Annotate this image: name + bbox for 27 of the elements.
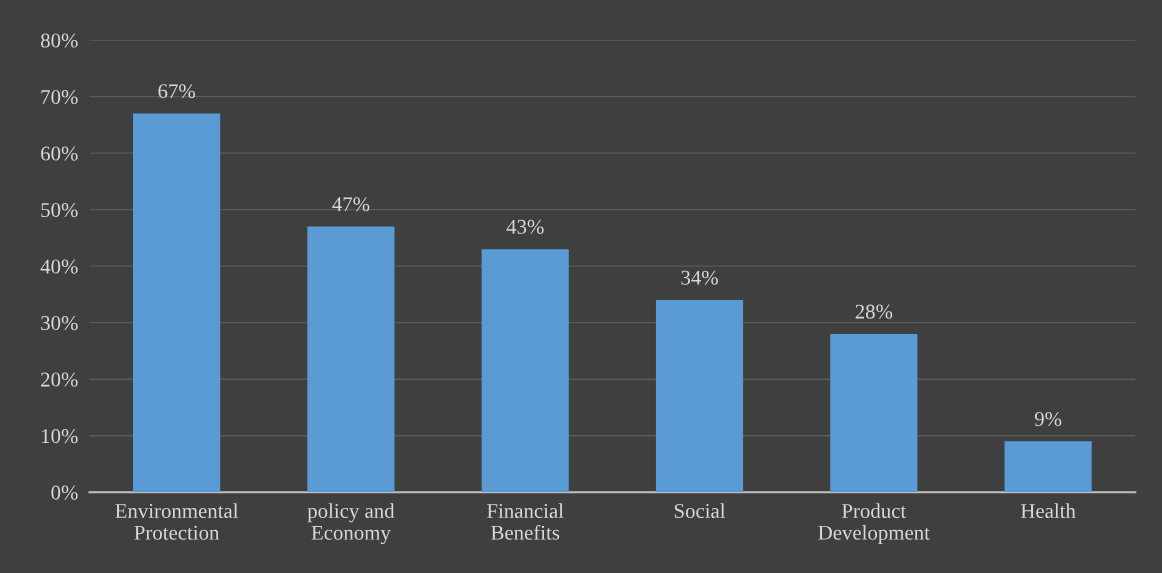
x-tick-label: Environmental Protection — [115, 503, 239, 540]
data-label: 47% — [332, 197, 370, 212]
y-tick-label: 60% — [41, 146, 78, 161]
y-tick-label: 20% — [41, 372, 78, 387]
bar — [1004, 441, 1092, 493]
y-tick-label: 80% — [40, 33, 78, 48]
y-tick-label: 0% — [51, 485, 78, 500]
data-label: 34% — [681, 270, 718, 285]
data-label: 9% — [1034, 411, 1062, 427]
y-tick-label: 30% — [41, 316, 78, 331]
bar — [481, 249, 569, 493]
data-label: 28% — [855, 304, 893, 319]
bar — [655, 300, 744, 493]
y-tick-label: 70% — [41, 90, 78, 105]
x-tick-label: Social — [674, 503, 726, 518]
x-tick-label: policy and Economy — [307, 503, 395, 545]
bar — [307, 226, 395, 493]
x-tick-label: Financial Benefits — [487, 503, 564, 540]
bar — [133, 113, 221, 493]
y-tick-label: 40% — [40, 259, 78, 274]
x-tick-label: Product Development — [818, 503, 930, 544]
data-label: 43% — [506, 219, 544, 234]
data-label: 67% — [158, 84, 196, 99]
y-tick-label: 10% — [42, 429, 78, 444]
x-tick-label: Health — [1020, 503, 1076, 518]
y-tick-label: 50% — [41, 203, 78, 218]
bar — [830, 333, 918, 493]
